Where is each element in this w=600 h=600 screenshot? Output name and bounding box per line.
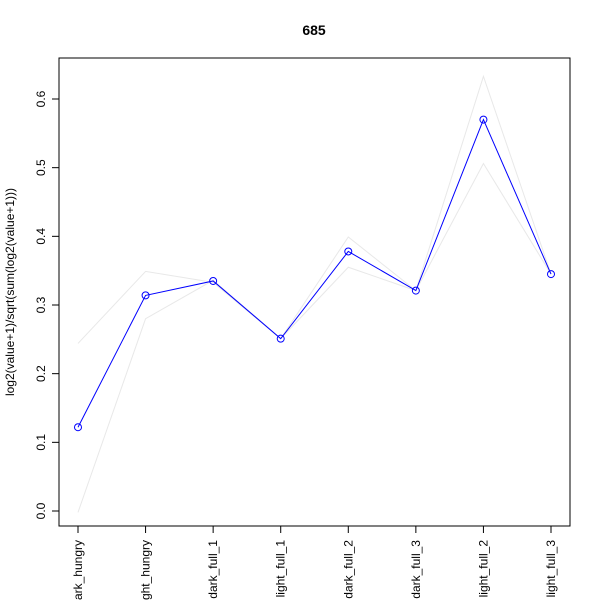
x-axis: ark_hungry ght_hungry dark_full_1 light_ful… [71, 526, 558, 600]
data-point [547, 270, 555, 279]
x-tick-label: dark_full_1 [206, 540, 220, 599]
y-axis-label: log2(value+1)/sqrt(sum(log2(value+1))) [3, 188, 17, 396]
y-tick-label: 0.3 [34, 296, 48, 313]
y-tick-label: 0.0 [34, 502, 48, 519]
x-tick-label: ark_hungry [71, 540, 85, 600]
series-line [77, 74, 552, 344]
x-tick-label: ght_hungry [139, 540, 153, 600]
y-axis: 0.0 0.1 0.2 0.3 0.4 0.5 0.6 [34, 90, 59, 519]
chart-title: 685 [302, 22, 326, 38]
y-tick-label: 0.2 [34, 365, 48, 382]
y-tick-label: 0.5 [34, 159, 48, 176]
data-point [209, 276, 218, 285]
y-tick-label: 0.6 [34, 90, 48, 107]
series-line [77, 162, 552, 513]
plot-frame [58, 57, 571, 527]
x-tick-label: dark_full_3 [409, 540, 423, 599]
x-tick-label: light_full_1 [274, 540, 288, 598]
series-line [77, 118, 552, 428]
data-point [141, 291, 150, 300]
y-tick-label: 0.1 [34, 434, 48, 451]
x-tick-label: light_full_3 [544, 540, 558, 598]
x-tick-label: dark_full_2 [341, 540, 355, 599]
data-point [74, 423, 82, 432]
data-point [344, 247, 353, 256]
data-point [479, 115, 488, 124]
series-layer [74, 74, 555, 513]
data-point [276, 334, 285, 343]
data-point [411, 286, 420, 295]
x-tick-label: light_full_2 [476, 540, 490, 598]
y-tick-label: 0.4 [34, 228, 48, 245]
